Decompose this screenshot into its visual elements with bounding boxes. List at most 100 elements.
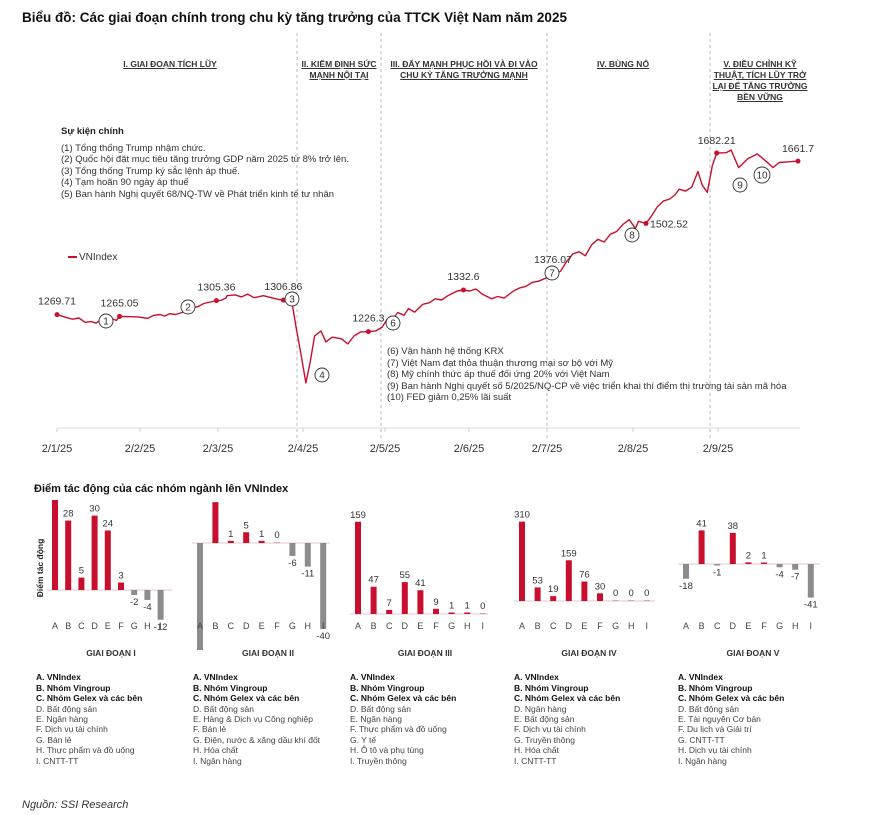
bar-category-label: C <box>714 621 721 631</box>
event-marker-label: 6 <box>390 319 396 330</box>
bar-category-label: A <box>52 621 58 631</box>
bar <box>729 532 736 564</box>
bar-category-label: C <box>228 621 235 631</box>
bar <box>227 540 234 543</box>
data-label: 1306.86 <box>264 281 302 293</box>
event-marker-label: 8 <box>629 231 635 242</box>
bar <box>565 560 572 601</box>
bar-value-label: 2 <box>746 550 751 561</box>
bar-category-label: H <box>792 621 799 631</box>
data-point <box>117 313 123 319</box>
legend-item: D. Bất động sản <box>193 703 254 714</box>
event-item: (7) Việt Nam đạt thỏa thuận thương mại s… <box>387 357 614 369</box>
legend-swatch <box>68 256 77 259</box>
bar-category-label: F <box>761 621 767 631</box>
bar-value-label: 24 <box>103 518 114 529</box>
phase-label-3: III. ĐẨY MẠNH PHỤC HỒI VÀ ĐI VÀO CHU KỲ … <box>390 59 538 80</box>
legend-item: C. Nhóm Gelex và các bên <box>678 693 785 704</box>
bar-value-label: -11 <box>301 569 314 580</box>
legend-item: D. Bất động sản <box>36 703 97 714</box>
bar-category-label: B <box>699 621 705 631</box>
bar-panel-1: 41A28B5C30D24E3F-2G-4H-12I <box>47 500 172 633</box>
legend-item: A. VNIndex <box>514 672 559 683</box>
data-label: 1376.07 <box>534 254 572 266</box>
source-note: Nguồn: SSI Research <box>22 799 129 811</box>
legend-item: H. Ô tô và phụ tùng <box>350 745 424 756</box>
bar-value-label: -1 <box>713 568 721 579</box>
legend-item: B. Nhóm Vingroup <box>350 682 425 693</box>
bar <box>157 590 164 620</box>
legend-phase-title: GIAI ĐOẠN III <box>397 648 453 658</box>
bar-value-label: 19 <box>210 500 221 501</box>
bar-value-label: 53 <box>532 575 543 586</box>
x-tick-label: 2/4/25 <box>288 443 319 455</box>
event-item: (5) Ban hành Nghị quyết 68/NQ-TW về Phát… <box>61 188 335 200</box>
legend-phase-title: GIAI ĐOẠN V <box>726 648 780 658</box>
bar <box>91 515 98 590</box>
bar-category-label: A <box>683 621 689 631</box>
data-label: 1269.71 <box>38 296 76 308</box>
bar-value-label: 0 <box>644 588 649 599</box>
legend-phase-title: GIAI ĐOẠN II <box>242 648 294 658</box>
event-marker <box>732 177 748 193</box>
legend-phase-1: GIAI ĐOẠN I A. VNIndex B. Nhóm Vingroup … <box>36 648 206 766</box>
bar <box>258 540 265 543</box>
bar <box>698 530 705 564</box>
bar <box>197 543 203 650</box>
bar <box>714 564 721 566</box>
bar <box>243 532 250 543</box>
event-marker <box>180 299 196 315</box>
x-tick-label: 2/2/25 <box>125 443 156 455</box>
event-marker-label: 9 <box>737 181 743 192</box>
bar <box>433 608 439 614</box>
bar-value-label: -6 <box>288 558 296 569</box>
bar <box>597 593 603 601</box>
bar-value-label: 38 <box>728 521 739 532</box>
bar-value-label: 41 <box>415 578 426 589</box>
legend-item: E. Tài nguyên Cơ bản <box>678 714 761 725</box>
data-point <box>213 298 219 304</box>
bar <box>745 562 752 564</box>
legend-item: F. Du lịch và Giải trí <box>678 724 752 735</box>
legend-item: G. Truyền thông <box>514 734 575 745</box>
phase-label-2: II. KIỂM ĐỊNH SỨC MẠNH NỘI TẠI <box>301 59 377 80</box>
event-marker-label: 4 <box>319 371 325 382</box>
bar-charts: Điểm tác động41A28B5C30D24E3F-2G-4H-12I-… <box>35 500 820 650</box>
bar <box>212 502 219 543</box>
bar-category-label: F <box>274 621 280 631</box>
bar-category-label: G <box>289 621 296 631</box>
bar-category-label: F <box>597 621 603 631</box>
event-marker-label: 1 <box>103 317 109 328</box>
bar-category-label: G <box>776 621 783 631</box>
legend-item: E. Ngân hàng <box>36 714 88 725</box>
bar-value-label: 5 <box>79 566 84 577</box>
data-point <box>365 329 371 335</box>
bar-value-label: -4 <box>143 602 151 613</box>
bar-value-label: -41 <box>804 600 818 611</box>
bar-category-label: E <box>259 621 265 631</box>
bar <box>807 564 814 598</box>
legend-item: A. VNIndex <box>36 672 81 683</box>
data-label: 1226.3 <box>352 313 384 325</box>
legend-item: C. Nhóm Gelex và các bên <box>514 693 621 704</box>
bar-value-label: 0 <box>480 601 485 612</box>
event-item: (3) Tổng thống Trump ký sắc lệnh áp thuế… <box>61 165 240 177</box>
data-point <box>54 312 60 318</box>
bar-value-label: 310 <box>514 510 530 521</box>
event-marker-label: 2 <box>185 303 191 314</box>
bar <box>78 577 85 590</box>
legend-item: D. Bất động sản <box>678 703 739 714</box>
bar <box>144 590 151 600</box>
bar-category-label: I <box>159 621 162 631</box>
bar-category-label: B <box>65 621 71 631</box>
bar <box>320 543 327 629</box>
bar-category-label: E <box>745 621 751 631</box>
bar-category-label: I <box>482 621 485 631</box>
vnindex-line <box>56 149 799 384</box>
bar-section-title: Điểm tác động của các nhóm ngành lên VNI… <box>34 483 289 495</box>
event-marker <box>753 166 771 184</box>
bar-value-label: 41 <box>696 518 707 529</box>
event-marker-label: 10 <box>756 171 768 182</box>
event-marker-label: 7 <box>549 269 555 280</box>
bar-value-label: -4 <box>775 569 783 580</box>
